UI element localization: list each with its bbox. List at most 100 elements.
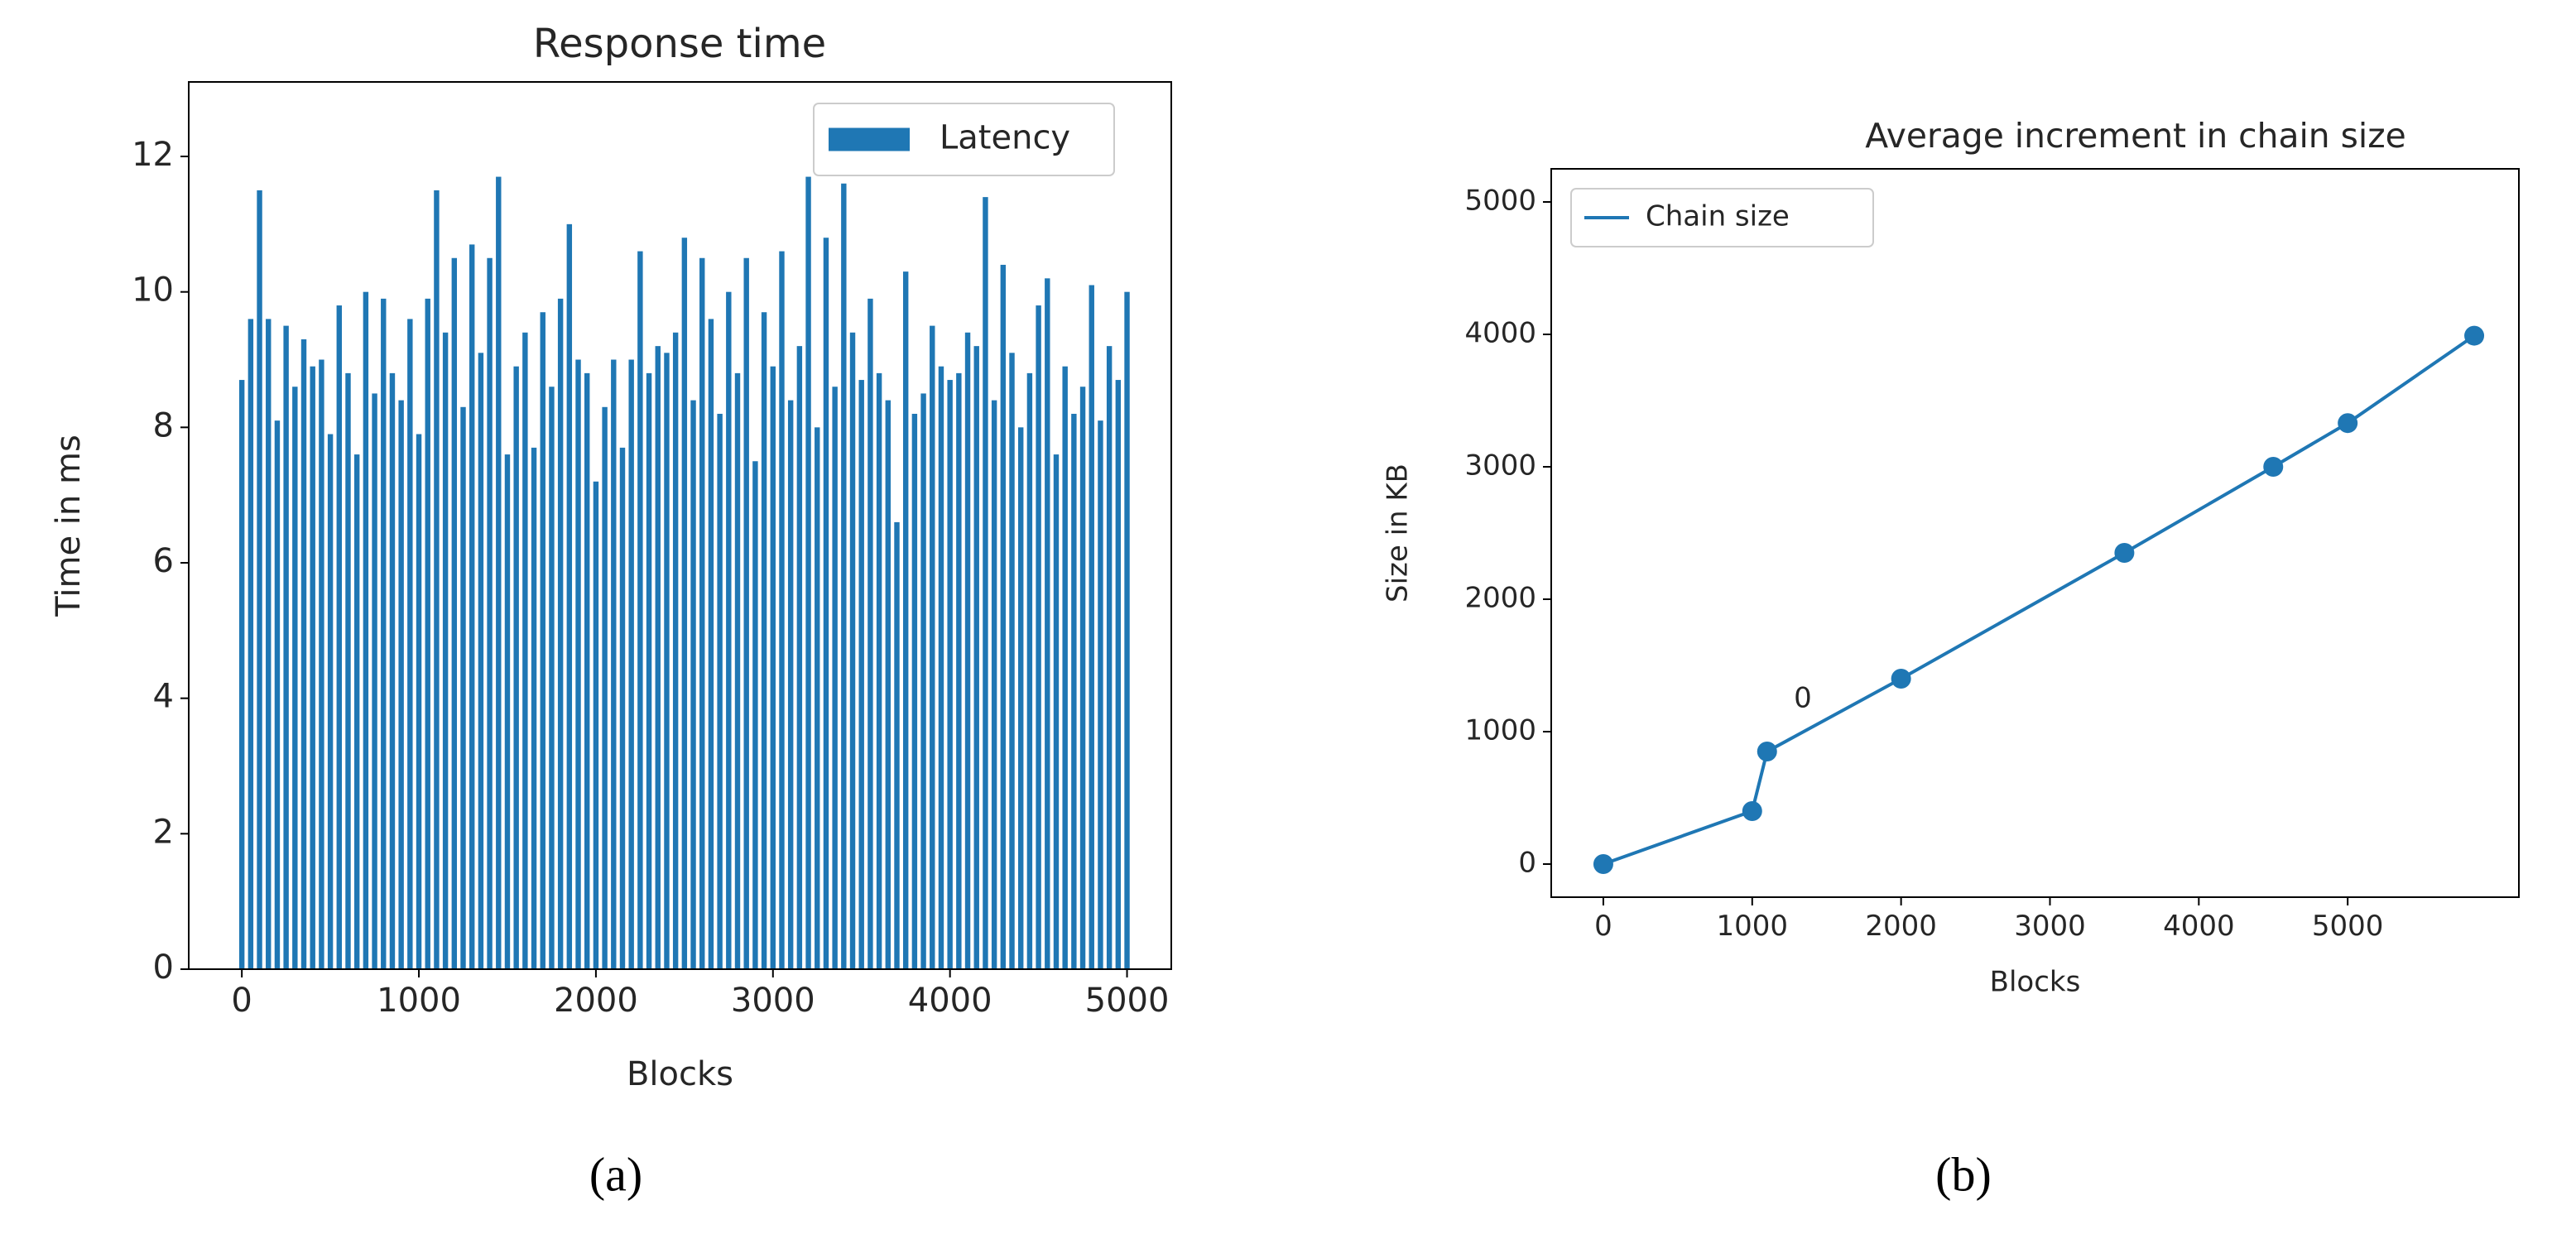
bar xyxy=(876,372,882,969)
bar xyxy=(983,197,988,969)
annotation: 0 xyxy=(1794,682,1812,715)
x-tick-label: 2000 xyxy=(1865,910,1937,943)
bar xyxy=(885,400,892,969)
y-tick-label: 4 xyxy=(153,678,174,716)
bar xyxy=(832,387,838,969)
bar xyxy=(894,521,900,969)
bar xyxy=(434,190,440,970)
bar xyxy=(336,305,343,970)
bar xyxy=(841,183,847,969)
bar xyxy=(646,372,652,969)
bar xyxy=(920,393,926,969)
bar xyxy=(1115,380,1122,970)
x-axis-label: Blocks xyxy=(627,1055,733,1093)
x-axis-label: Blocks xyxy=(1990,966,2081,999)
plot-frame xyxy=(188,81,1172,970)
bar xyxy=(345,372,351,969)
y-axis-label: Time in ms xyxy=(50,435,88,617)
bar xyxy=(584,372,590,969)
bar xyxy=(858,380,864,970)
bar xyxy=(1071,413,1077,969)
legend-label: Latency xyxy=(940,119,1070,157)
bar xyxy=(300,339,307,970)
bar xyxy=(664,353,670,969)
bar xyxy=(274,420,281,970)
x-tick-label: 1000 xyxy=(377,982,461,1020)
bar xyxy=(787,400,794,969)
bar xyxy=(672,332,679,969)
bar xyxy=(504,454,511,969)
x-tick-label: 0 xyxy=(231,982,252,1020)
bar xyxy=(930,325,935,969)
bar xyxy=(956,372,962,969)
y-tick-label: 4000 xyxy=(1464,317,1536,350)
y-tick-label: 0 xyxy=(1518,847,1536,880)
bar xyxy=(363,291,369,969)
bar xyxy=(973,346,979,970)
bar xyxy=(1053,454,1060,969)
caption: (a) xyxy=(589,1147,642,1201)
x-tick-label: 1000 xyxy=(1717,910,1789,943)
bar xyxy=(522,332,528,969)
bar xyxy=(699,257,705,969)
bar xyxy=(593,481,599,969)
line xyxy=(1603,334,2476,866)
bar xyxy=(849,332,856,969)
bar xyxy=(752,461,758,969)
bar xyxy=(283,325,289,969)
bar xyxy=(1062,366,1068,969)
x-tick-label: 5000 xyxy=(1085,982,1170,1020)
bar xyxy=(628,359,634,969)
x-tick-label: 5000 xyxy=(2312,910,2384,943)
bar xyxy=(549,387,555,969)
bar xyxy=(487,257,493,969)
y-tick-label: 8 xyxy=(153,406,174,444)
chart-title: Response time xyxy=(533,21,826,67)
bar xyxy=(964,332,971,969)
x-tick-label: 0 xyxy=(1594,910,1612,943)
y-tick-label: 5000 xyxy=(1464,185,1536,218)
y-tick-label: 1000 xyxy=(1464,714,1536,747)
bar xyxy=(1000,264,1007,970)
bar xyxy=(911,413,918,969)
bar xyxy=(611,359,617,969)
bar xyxy=(557,298,564,969)
legend-box xyxy=(1570,188,1874,247)
bar xyxy=(690,400,696,969)
bar xyxy=(717,413,723,969)
bar xyxy=(575,359,581,969)
bar xyxy=(726,291,732,969)
x-tick-label: 4000 xyxy=(908,982,992,1020)
point xyxy=(2114,543,2135,563)
bar xyxy=(1017,427,1024,969)
bar xyxy=(1079,387,1086,969)
bar xyxy=(708,319,714,969)
bar xyxy=(947,380,953,970)
y-tick-label: 3000 xyxy=(1464,449,1536,483)
x-tick-label: 3000 xyxy=(2014,910,2086,943)
bar xyxy=(734,372,741,969)
y-axis-label: Size in KB xyxy=(1382,463,1415,603)
bar xyxy=(1026,372,1033,969)
bar xyxy=(1036,305,1041,970)
bar xyxy=(442,332,449,969)
bar xyxy=(310,366,315,969)
point xyxy=(2263,457,2284,477)
bar xyxy=(1009,353,1015,969)
bar xyxy=(681,238,688,969)
bar xyxy=(770,366,776,969)
bar xyxy=(566,223,573,970)
bar xyxy=(513,366,519,969)
legend-label: Chain size xyxy=(1646,200,1790,233)
bar xyxy=(460,406,466,969)
point xyxy=(1891,669,1911,689)
bar xyxy=(867,298,873,969)
bar xyxy=(248,319,254,969)
bar xyxy=(381,298,387,969)
bar xyxy=(938,366,944,969)
x-tick-label: 3000 xyxy=(731,982,815,1020)
x-tick-label: 2000 xyxy=(554,982,638,1020)
bar xyxy=(292,387,298,969)
point xyxy=(2338,413,2358,434)
